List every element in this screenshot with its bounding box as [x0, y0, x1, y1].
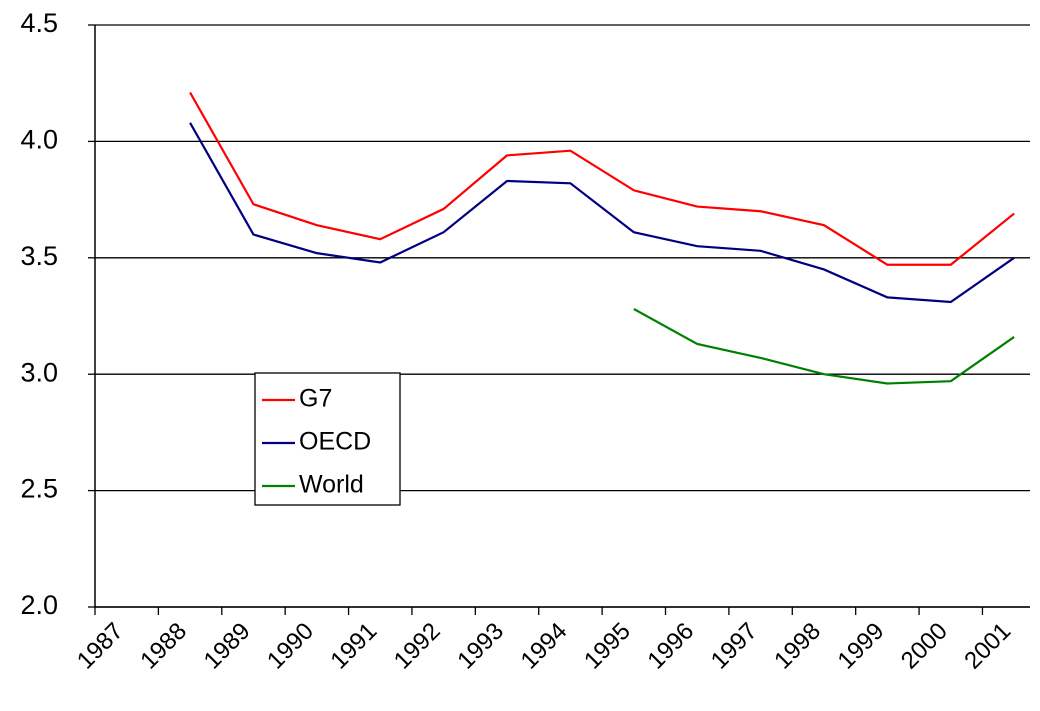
x-tick-label: 1998 [769, 618, 826, 675]
legend-label: G7 [299, 385, 332, 413]
series-line [633, 308, 1015, 385]
y-tick-label: 4.0 [20, 125, 58, 155]
x-tick-label: 1999 [833, 618, 890, 675]
x-tick-label: 1992 [389, 618, 446, 675]
legend-label: World [299, 471, 364, 499]
x-tick-label: 1988 [135, 618, 192, 675]
legend-label: OECD [299, 428, 371, 456]
x-tick-label: 1997 [706, 618, 763, 675]
legend-box [254, 372, 401, 506]
x-tick-label: 1987 [72, 618, 129, 675]
x-tick-label: 1994 [516, 618, 573, 675]
x-tick-label: 1995 [579, 618, 636, 675]
series-line [189, 91, 1015, 266]
x-tick-label: 1993 [452, 618, 509, 675]
x-tick-label: 2001 [959, 618, 1016, 675]
series-line [189, 122, 1015, 304]
y-tick-label: 2.0 [20, 590, 58, 620]
y-tick-label: 3.0 [20, 357, 58, 387]
x-tick-label: 1996 [642, 618, 699, 675]
x-tick-label: 1991 [325, 618, 382, 675]
y-tick-label: 2.5 [20, 474, 58, 504]
x-tick-label: 1990 [262, 618, 319, 675]
x-tick-label: 1989 [199, 618, 256, 675]
y-tick-label: 3.5 [20, 241, 58, 271]
x-tick-label: 2000 [896, 618, 953, 675]
y-tick-label: 4.5 [20, 8, 58, 38]
legend: G7 OECD World [254, 372, 401, 506]
